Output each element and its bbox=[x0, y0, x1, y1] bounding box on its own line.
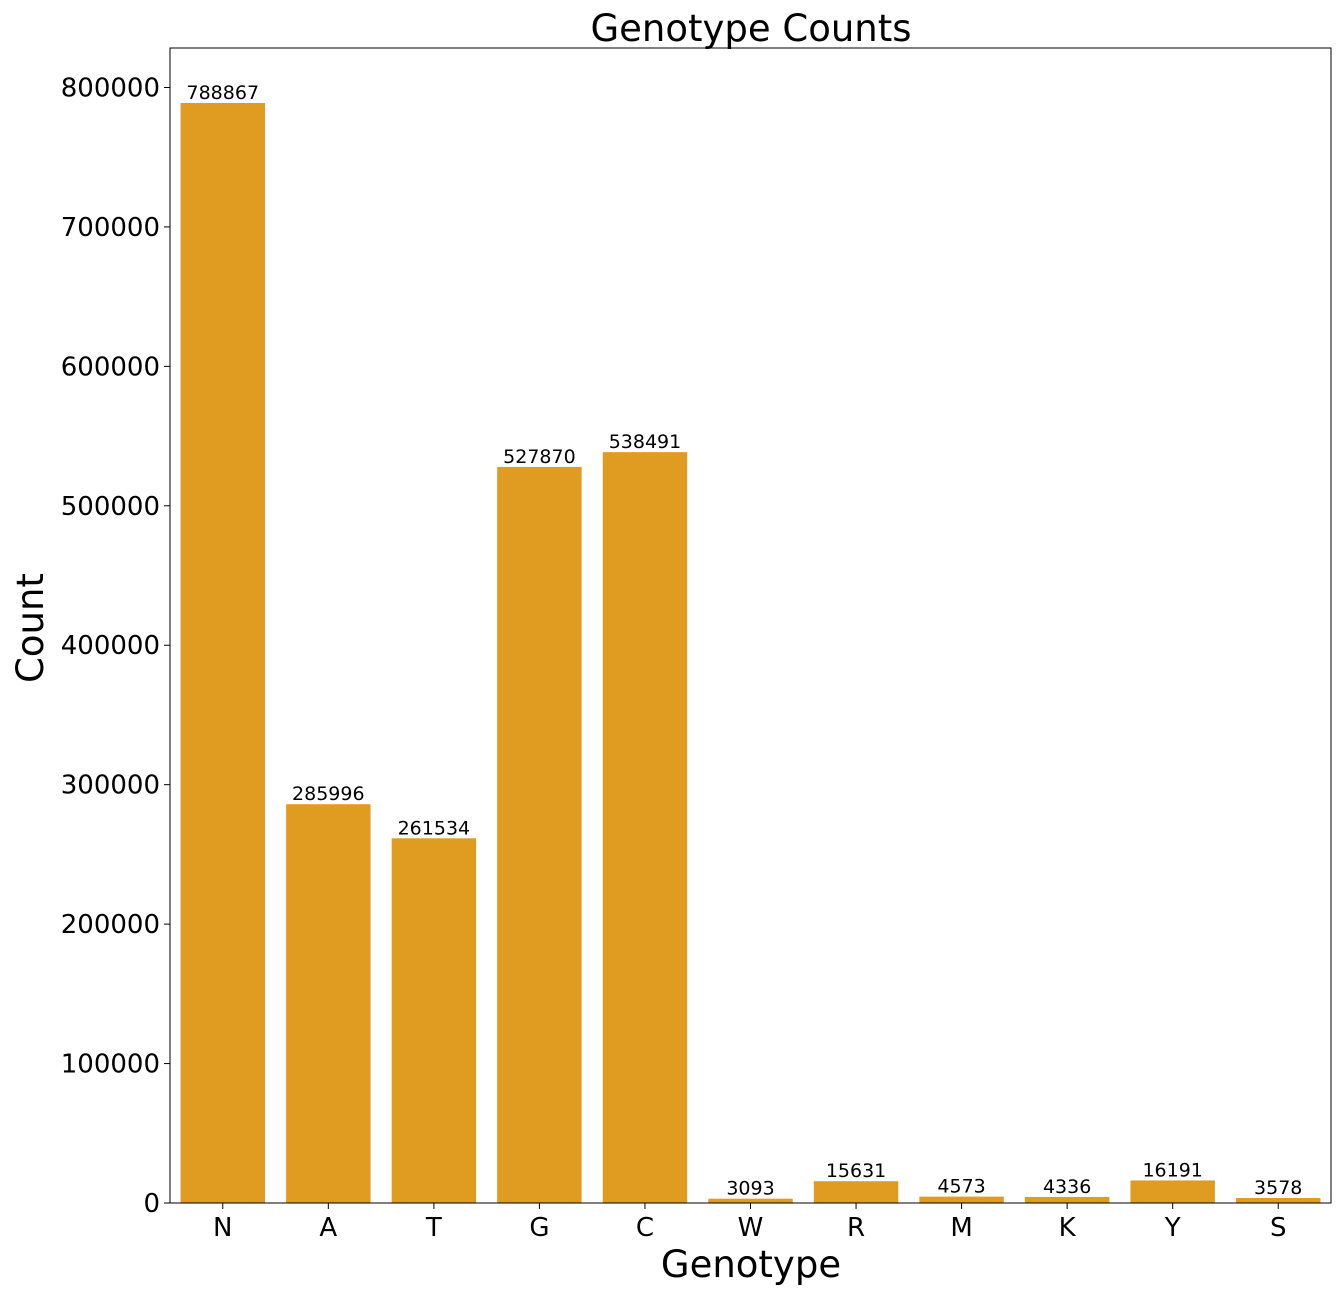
bar-N bbox=[180, 102, 265, 1204]
y-tick-label-2: 200000 bbox=[61, 910, 160, 940]
y-tick-label-1: 100000 bbox=[61, 1050, 160, 1080]
x-tick-label-A: A bbox=[319, 1213, 337, 1243]
data-label-T: 261534 bbox=[398, 817, 471, 839]
y-tick-label-0: 0 bbox=[143, 1189, 160, 1219]
data-label-G: 527870 bbox=[503, 446, 576, 468]
y-tick-label-5: 500000 bbox=[61, 492, 160, 522]
x-axis-label: Genotype bbox=[661, 1243, 841, 1286]
data-label-S: 3578 bbox=[1254, 1177, 1302, 1199]
data-label-Y: 16191 bbox=[1142, 1159, 1202, 1181]
bars-layer bbox=[180, 102, 1321, 1204]
bar-R bbox=[813, 1181, 899, 1203]
y-tick-label-6: 600000 bbox=[61, 352, 160, 382]
bar-Y bbox=[1130, 1180, 1215, 1203]
y-axis-label: Count bbox=[9, 573, 52, 683]
data-label-N: 788867 bbox=[187, 82, 260, 104]
data-label-R: 15631 bbox=[826, 1160, 886, 1182]
chart-title: Genotype Counts bbox=[590, 7, 911, 50]
x-tick-label-C: C bbox=[636, 1213, 654, 1243]
x-tick-label-S: S bbox=[1270, 1213, 1287, 1243]
x-tick-label-R: R bbox=[847, 1213, 865, 1243]
data-label-A: 285996 bbox=[292, 783, 365, 805]
x-tick-label-Y: Y bbox=[1164, 1213, 1181, 1243]
x-tick-label-T: T bbox=[425, 1213, 442, 1243]
x-tick-label-K: K bbox=[1059, 1213, 1077, 1243]
bar-W bbox=[708, 1198, 793, 1203]
y-tick-label-3: 300000 bbox=[61, 771, 160, 801]
data-label-C: 538491 bbox=[609, 431, 682, 453]
y-tick-label-7: 700000 bbox=[61, 213, 160, 243]
data-labels-layer: 788867 285996 261534 527870 538491 3093 15631 4… bbox=[187, 82, 1303, 1200]
bar-G bbox=[497, 466, 582, 1203]
y-axis: 0 100000 200000 300000 400000 500000 600000 700… bbox=[61, 73, 170, 1219]
x-tick-label-M: M bbox=[950, 1213, 972, 1243]
bar-S bbox=[1236, 1198, 1321, 1203]
x-tick-label-G: G bbox=[529, 1213, 549, 1243]
bar-T bbox=[391, 838, 477, 1203]
y-tick-label-4: 400000 bbox=[61, 631, 160, 661]
bar-K bbox=[1024, 1196, 1110, 1203]
bar-A bbox=[286, 804, 371, 1203]
data-label-K: 4336 bbox=[1043, 1176, 1091, 1198]
data-label-W: 3093 bbox=[726, 1178, 774, 1200]
bar-M bbox=[919, 1196, 1004, 1203]
x-tick-label-W: W bbox=[738, 1213, 764, 1243]
x-tick-label-N: N bbox=[213, 1213, 232, 1243]
y-tick-label-8: 800000 bbox=[61, 73, 160, 103]
data-label-M: 4573 bbox=[937, 1176, 985, 1198]
bar-C bbox=[602, 452, 688, 1203]
